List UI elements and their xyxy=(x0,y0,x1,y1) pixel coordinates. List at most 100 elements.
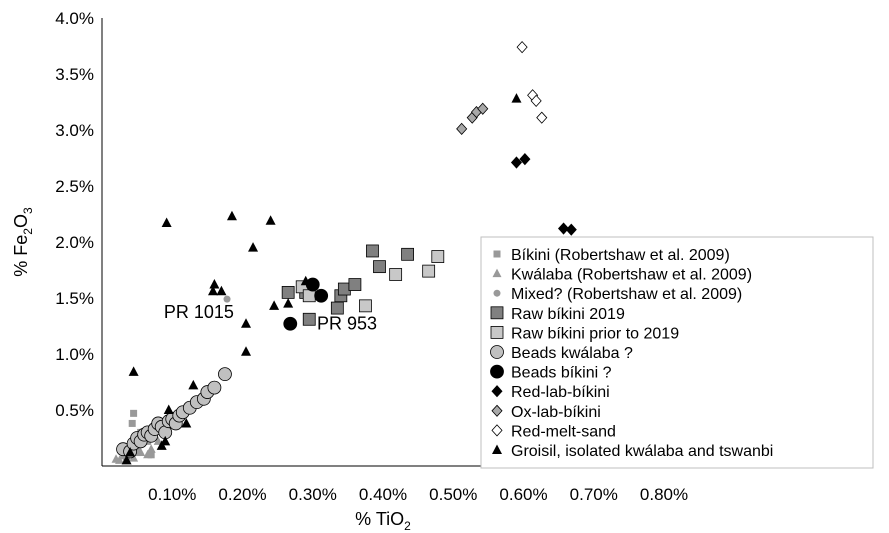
data-point xyxy=(130,409,138,417)
legend-label: Groisil, isolated kwálaba and tswanbi xyxy=(511,443,773,460)
legend-marker xyxy=(491,424,503,437)
data-point xyxy=(519,153,531,166)
legend-marker xyxy=(492,268,502,278)
data-point xyxy=(121,454,132,465)
legend-label: Raw bíkini prior to 2019 xyxy=(511,325,679,342)
legend-marker xyxy=(491,404,503,417)
data-point xyxy=(136,447,146,457)
legend-label: Ox-lab-bíkini xyxy=(511,404,601,421)
y-tick-label: 4.0% xyxy=(55,9,94,28)
data-point xyxy=(366,244,379,258)
x-tick-label: 0.70% xyxy=(570,485,618,504)
x-tick-label: 0.20% xyxy=(218,485,266,504)
data-point xyxy=(218,367,232,382)
data-point xyxy=(181,417,192,428)
legend-marker xyxy=(490,345,504,359)
y-axis-title: % Fe2O3 xyxy=(11,207,35,277)
x-tick-label: 0.30% xyxy=(289,485,337,504)
data-point xyxy=(565,223,577,236)
legend-label: Mixed? (Robertshaw et al. 2009) xyxy=(511,286,742,303)
legend-label: Beads bíkini ? xyxy=(511,365,612,382)
data-point xyxy=(143,449,153,459)
data-point xyxy=(530,94,542,107)
data-point xyxy=(128,366,139,376)
data-point xyxy=(160,435,171,446)
legend-marker xyxy=(493,289,501,297)
data-point xyxy=(163,404,174,414)
data-point xyxy=(223,295,231,303)
x-tick-label: 0.60% xyxy=(499,485,547,504)
data-point xyxy=(401,247,414,261)
data-point xyxy=(302,289,316,303)
annotation-pr-1015: PR 1015 xyxy=(164,302,234,322)
data-point xyxy=(314,288,329,303)
data-point xyxy=(456,122,468,135)
data-point xyxy=(146,444,156,453)
data-point xyxy=(265,215,276,225)
data-point xyxy=(302,312,316,326)
legend-marker xyxy=(490,306,504,320)
data-point xyxy=(422,264,436,278)
y-tick-label: 3.0% xyxy=(55,121,94,140)
data-point xyxy=(330,301,344,315)
data-point xyxy=(510,156,523,169)
data-point xyxy=(209,279,220,289)
legend-label: Red-lab-bíkini xyxy=(511,384,610,401)
y-tick-label: 1.5% xyxy=(55,289,94,308)
data-point xyxy=(207,380,222,395)
data-point xyxy=(300,275,311,286)
data-point xyxy=(359,299,372,313)
data-point xyxy=(511,93,522,103)
data-point xyxy=(283,298,294,308)
y-tick-label: 2.0% xyxy=(55,233,94,252)
data-point xyxy=(128,419,136,427)
data-point xyxy=(129,453,139,462)
data-point xyxy=(153,436,163,445)
y-tick-label: 1.0% xyxy=(55,345,94,364)
x-tick-label: 0.80% xyxy=(640,485,688,504)
data-point xyxy=(161,217,172,227)
data-point xyxy=(248,242,259,252)
data-point xyxy=(558,222,570,235)
data-point xyxy=(133,449,141,457)
legend-marker xyxy=(492,444,502,454)
legend-marker xyxy=(493,250,501,258)
data-point xyxy=(115,455,125,464)
legend-label: Bíkini (Robertshaw et al. 2009) xyxy=(511,247,730,264)
x-tick-label: 0.40% xyxy=(359,485,407,504)
data-point xyxy=(188,379,199,390)
data-points xyxy=(111,41,577,465)
data-point xyxy=(431,250,445,263)
legend-marker xyxy=(490,325,504,339)
data-point xyxy=(348,278,362,291)
annotations: PR 1015 PR 953 xyxy=(164,302,377,333)
data-point xyxy=(281,285,295,299)
data-point xyxy=(536,111,548,124)
data-point xyxy=(147,451,155,459)
data-point xyxy=(216,285,227,296)
data-point xyxy=(373,260,386,274)
legend-label: Raw bíkini 2019 xyxy=(511,306,625,323)
data-point xyxy=(269,300,280,310)
legend-label: Kwálaba (Robertshaw et al. 2009) xyxy=(511,267,752,284)
legend: Bíkini (Robertshaw et al. 2009) Kwálaba (… xyxy=(480,236,874,469)
data-point xyxy=(283,316,298,331)
legend-marker xyxy=(491,385,503,398)
data-point xyxy=(125,447,136,457)
data-point xyxy=(516,41,528,54)
legend-box xyxy=(480,236,874,469)
legend-label: Red-melt-sand xyxy=(511,423,616,440)
data-point xyxy=(389,268,403,281)
x-tick-label: 0.50% xyxy=(429,485,477,504)
data-point xyxy=(477,102,489,115)
data-point xyxy=(226,210,237,221)
data-point xyxy=(241,318,252,328)
y-tick-labels: 0.5% 1.0% 1.5% 2.0% 2.5% 3.0% 3.5% 4.0% xyxy=(55,9,94,420)
x-tick-label: 0.10% xyxy=(148,485,196,504)
data-point xyxy=(241,346,252,356)
y-tick-label: 3.5% xyxy=(55,65,94,84)
annotation-pr-953: PR 953 xyxy=(317,313,377,333)
y-tick-label: 0.5% xyxy=(55,401,94,420)
data-point xyxy=(207,285,218,296)
